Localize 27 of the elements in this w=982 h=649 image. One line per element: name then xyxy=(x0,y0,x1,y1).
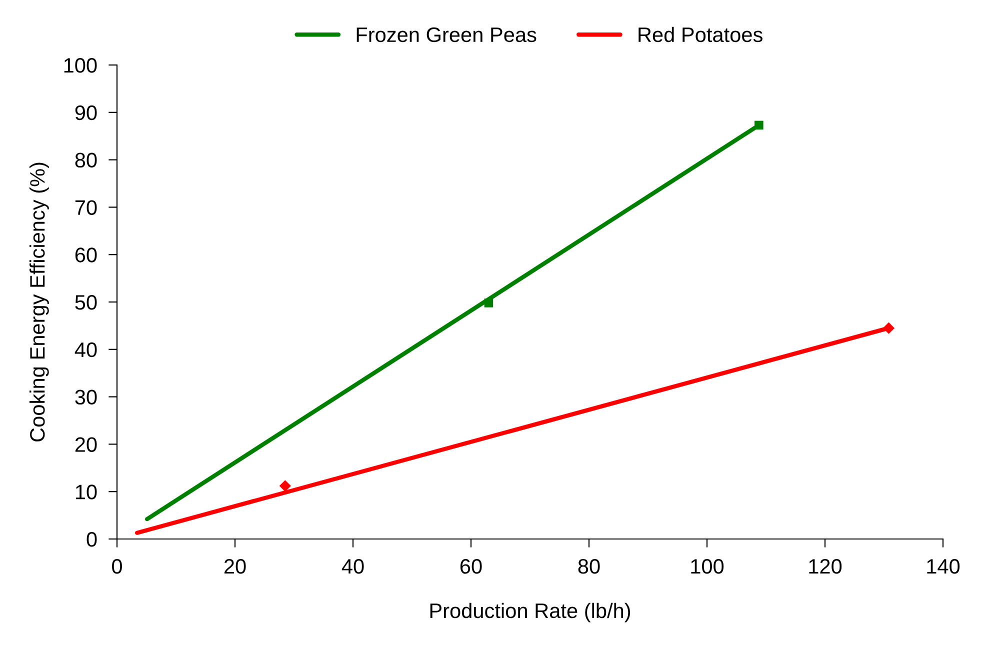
x-axis-title: Production Rate (lb/h) xyxy=(430,602,630,622)
point xyxy=(484,298,494,308)
x-tick-label: 120 xyxy=(809,558,842,574)
y-tick-label: 100 xyxy=(64,58,97,73)
x-tick-label: 40 xyxy=(342,558,364,574)
y-tick-label: 60 xyxy=(75,248,97,262)
x-tick-label: 80 xyxy=(578,558,600,574)
legend-label: Red Potatoes xyxy=(638,26,762,42)
point xyxy=(754,120,764,130)
x-tick-label: 0 xyxy=(112,558,122,574)
y-tick-label: 80 xyxy=(75,152,97,168)
y-tick-label: 30 xyxy=(75,390,97,405)
y-tick-label: 90 xyxy=(75,105,97,120)
x-tick-label: 60 xyxy=(460,558,482,574)
x-tick-label: 140 xyxy=(927,558,960,574)
y-axis-title: Cooking Energy Efficiency (%) xyxy=(29,162,49,442)
y-tick-label: 10 xyxy=(76,484,97,500)
x-tick-label: 20 xyxy=(224,558,246,574)
x-tick-label: 100 xyxy=(691,558,724,574)
y-tick-label: 0 xyxy=(86,532,97,547)
y-tick-label: 40 xyxy=(74,342,97,358)
point xyxy=(882,322,895,334)
y-tick-label: 50 xyxy=(75,295,97,310)
legend-label: Frozen Green Peas xyxy=(356,27,536,42)
y-tick-label: 70 xyxy=(75,200,97,215)
point xyxy=(279,480,291,492)
y-tick-label: 20 xyxy=(75,437,97,452)
